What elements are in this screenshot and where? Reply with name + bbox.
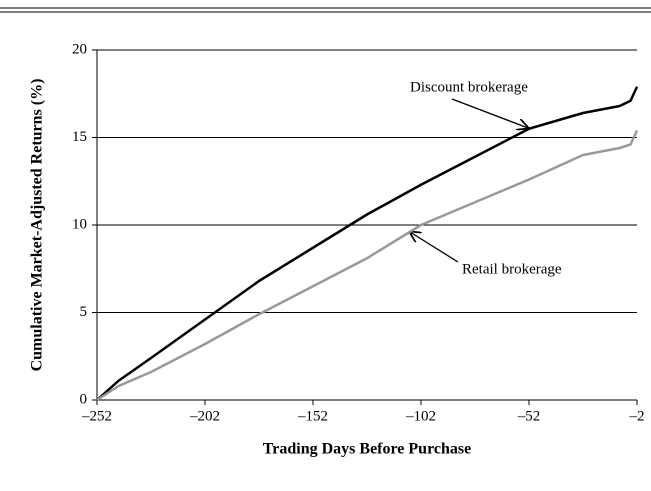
x-tick-label: –102 [405,408,436,424]
annotation: Discount brokerage [410,79,528,95]
y-tick-label: 5 [80,304,88,320]
annotation-arrow [410,232,459,263]
y-tick-label: 20 [72,41,87,57]
y-axis-title: Cumulative Market-Adjusted Returns (%) [29,79,46,372]
y-tick-label: 15 [72,129,87,145]
y-tick-label: 10 [72,216,87,232]
x-tick-label: –152 [297,408,328,424]
x-tick-label: –52 [517,408,541,424]
x-tick-label: –252 [81,408,112,424]
series-line [96,86,639,401]
x-axis-title: Trading Days Before Purchase [263,441,471,458]
x-tick-label: –202 [189,408,220,424]
x-tick-label: –2 [629,408,645,424]
y-tick-label: 0 [80,391,88,407]
annotation: Retail brokerage [462,261,562,277]
series-line [96,129,639,402]
annotation-arrow [451,98,528,128]
